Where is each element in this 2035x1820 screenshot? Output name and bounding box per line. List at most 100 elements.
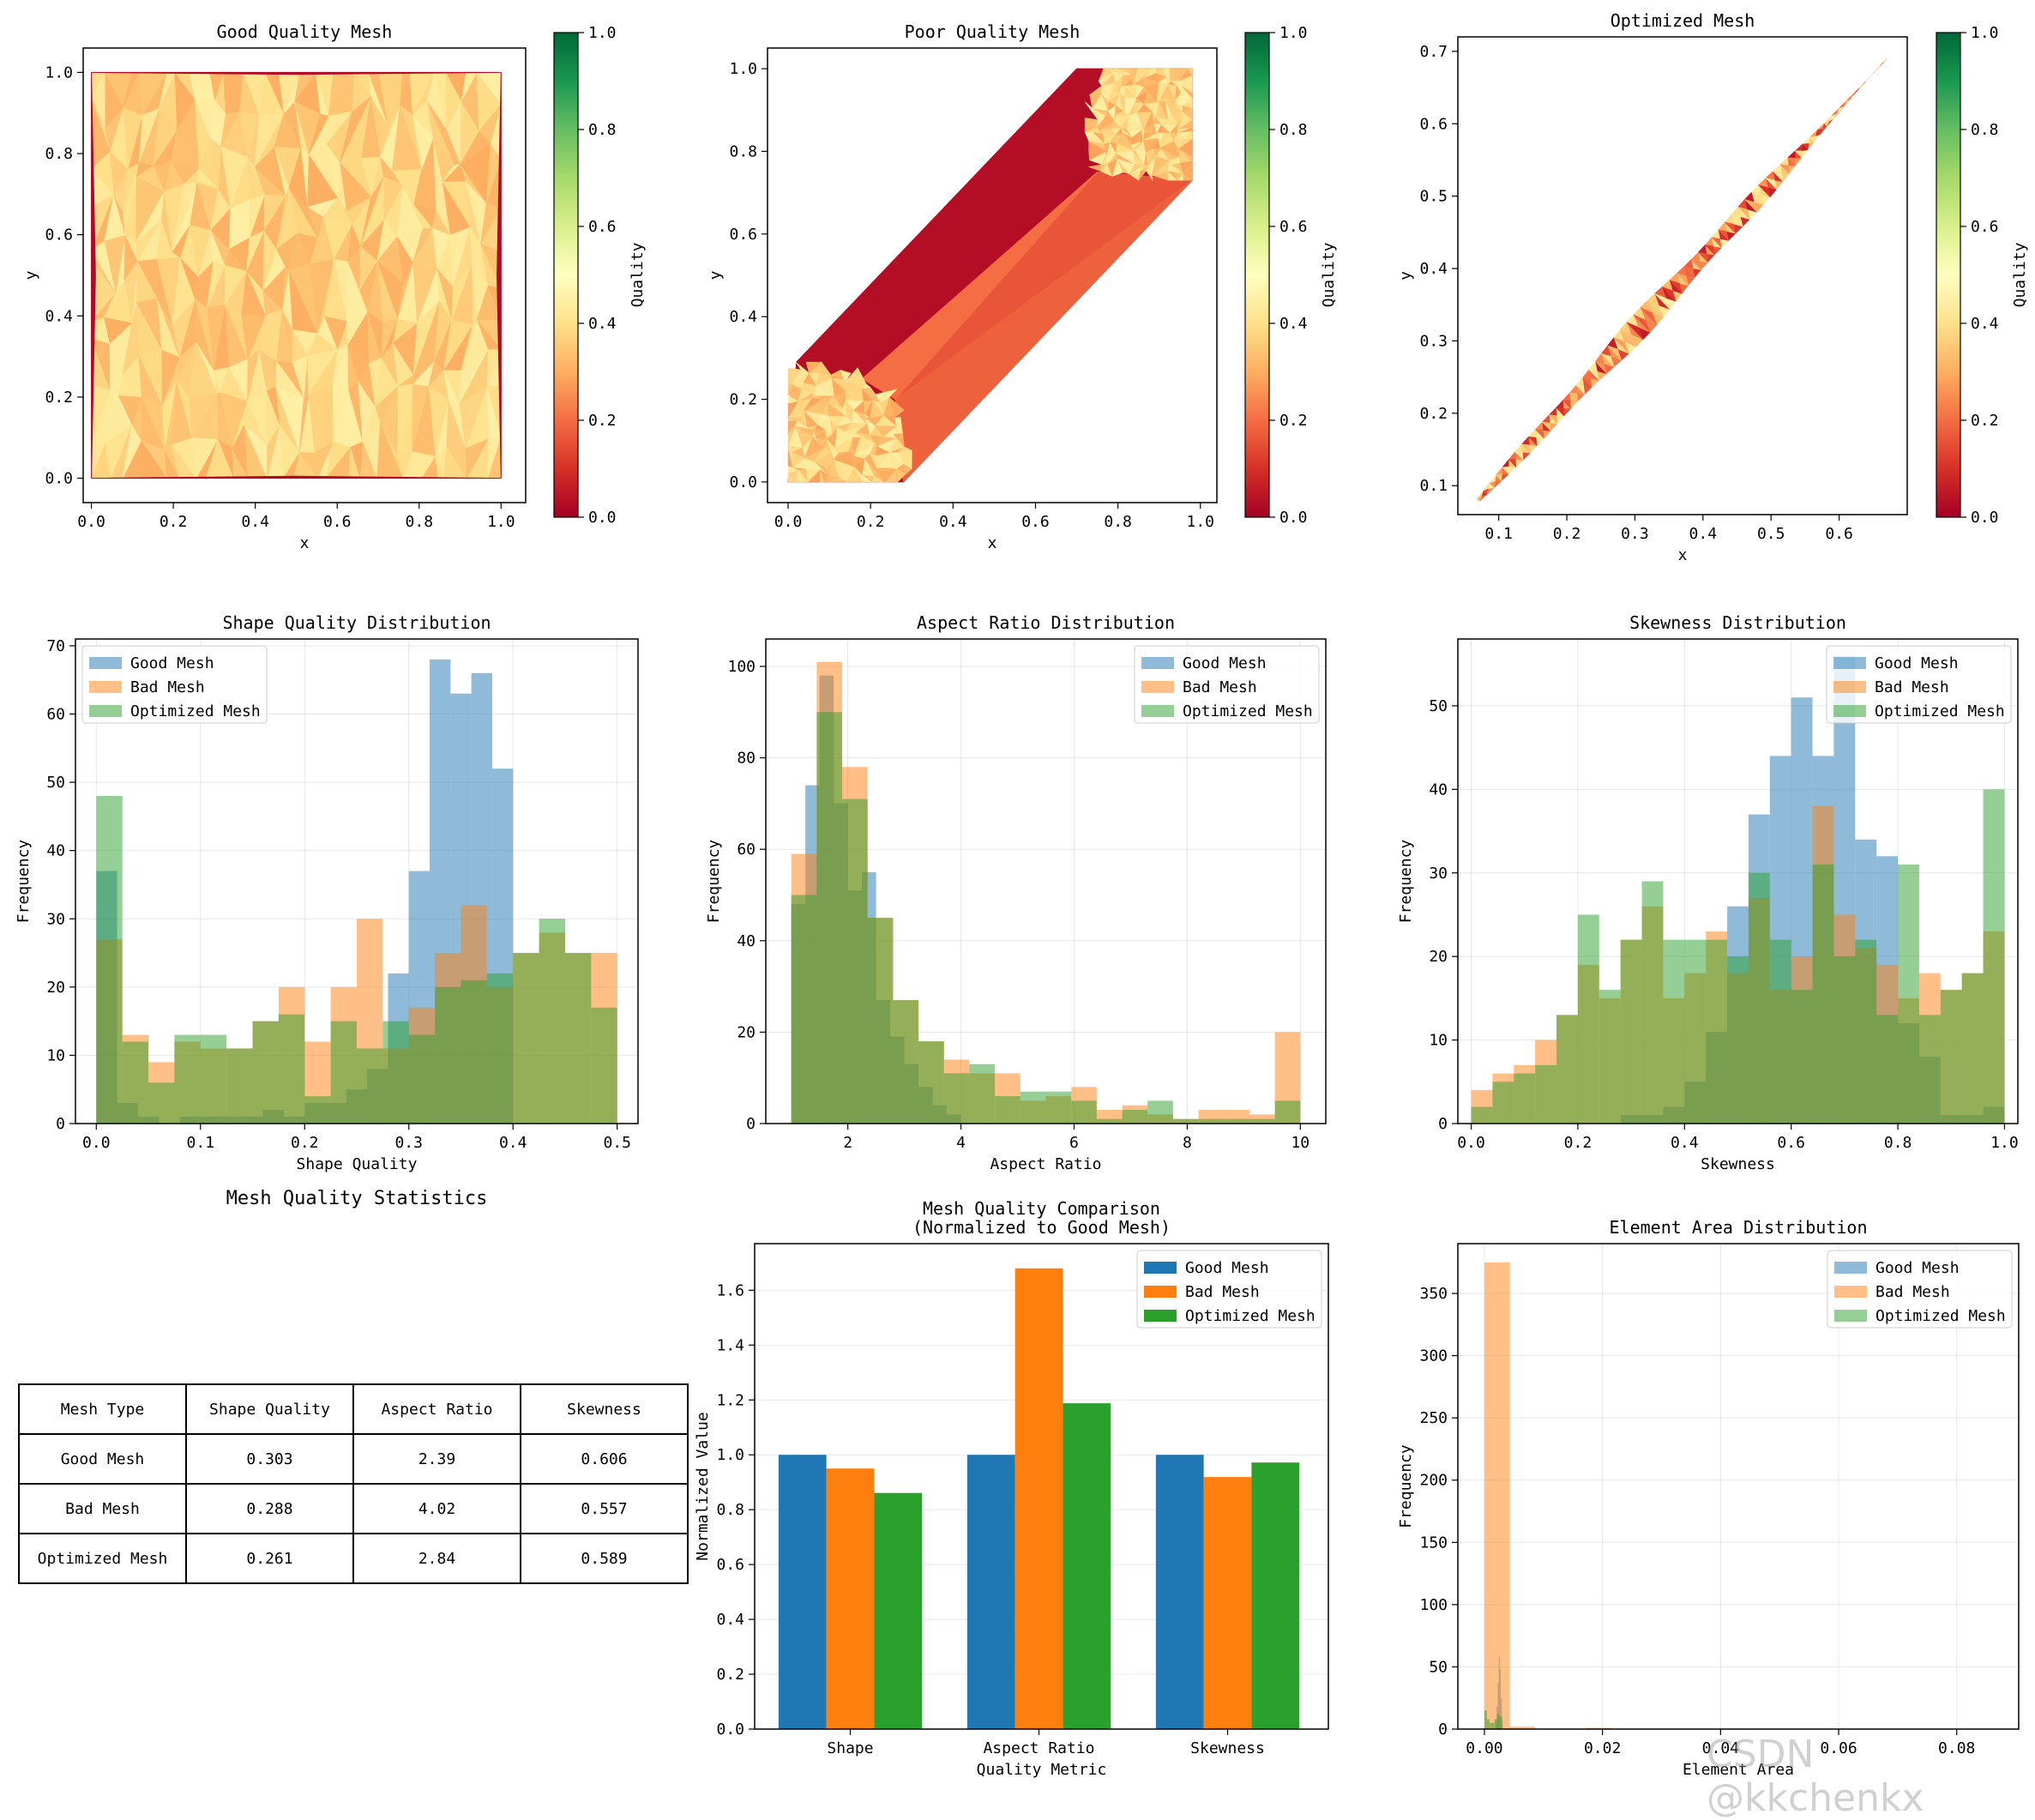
mesh-triangle: [1830, 113, 1837, 119]
x-tick-label: 2: [843, 1134, 852, 1152]
mesh-triangle: [1102, 68, 1107, 77]
mesh-triangle: [1084, 118, 1099, 126]
x-tick-label: 0.0: [82, 1134, 111, 1152]
optimized-mesh-colorbar: 0.0 0.2 0.4 0.6 0.8 1.0 Quality: [1936, 24, 2029, 527]
colorbar-tick-label: 0.4: [588, 315, 617, 333]
y-tick-label: 30: [46, 910, 65, 928]
y-tick-label: 40: [737, 932, 756, 950]
colorbar-tick-label: 1.0: [1279, 24, 1308, 42]
x-tick-label: 0.0: [774, 513, 803, 531]
table-header-cell: Shape Quality: [185, 1383, 354, 1435]
mesh-triangle: [1633, 314, 1651, 333]
mesh-triangle: [1619, 329, 1637, 347]
mesh-triangle: [1838, 105, 1844, 111]
histogram-bar: [1489, 1722, 1492, 1729]
legend-swatch: [1833, 705, 1866, 717]
mesh-triangle: [1802, 143, 1809, 151]
x-tick-label: 0.4: [1689, 525, 1718, 543]
x-tick-label: Aspect Ratio: [983, 1739, 1094, 1757]
mesh-triangle: [1133, 68, 1153, 85]
plot-frame: [1457, 1243, 2020, 1730]
y-tick-label: 100: [1419, 1596, 1448, 1614]
y-tick-label: 70: [46, 637, 65, 655]
x-tick-label: 1.0: [487, 513, 515, 531]
mesh-triangle: [1823, 120, 1830, 127]
y-tick-label: 0.8: [45, 145, 73, 163]
histogram-bar: [943, 1073, 970, 1124]
mesh-triangle: [1493, 480, 1502, 489]
x-axis-label: x: [300, 534, 310, 552]
y-tick-label: 0.1: [1419, 477, 1448, 495]
histogram-bar: [918, 1041, 944, 1124]
mesh-triangle: [1495, 467, 1503, 476]
x-tick-label: 0.8: [406, 513, 434, 531]
legend-swatch: [1144, 1262, 1177, 1274]
histogram-bar: [252, 1021, 279, 1124]
histogram-bar: [1484, 1710, 1487, 1729]
mesh-triangle: [1704, 244, 1715, 256]
chart-title: Aspect Ratio Distribution: [917, 612, 1175, 633]
plot-frame: [767, 47, 1218, 503]
table-cell: 0.589: [520, 1533, 689, 1584]
y-tick-label: 1.6: [716, 1281, 744, 1299]
legend-entry: Optimized Mesh: [1183, 702, 1313, 720]
legend-box: [1134, 645, 1320, 724]
colorbar-tick-label: 0.2: [588, 412, 617, 430]
y-tick-label: 0.4: [1419, 260, 1448, 278]
histogram-bar: [1855, 939, 1877, 1124]
y-tick-label: 0.4: [729, 308, 757, 326]
colorbar-tick-label: 0.6: [1279, 218, 1308, 236]
mesh-triangle: [861, 172, 1098, 401]
histogram-bar: [1514, 1073, 1536, 1124]
histogram-bar: [1983, 789, 2005, 1124]
histogram-bar: [564, 953, 592, 1124]
histogram-bar: [1769, 939, 1791, 1124]
mesh-triangle: [1845, 99, 1850, 105]
table-cell: 2.39: [352, 1433, 521, 1485]
mesh-triangle: [819, 361, 832, 376]
legend-swatch: [1833, 657, 1866, 669]
histogram-bar: [842, 799, 868, 1124]
histogram-bar: [304, 1096, 331, 1124]
histogram-bar: [1748, 872, 1770, 1124]
histogram-bar: [122, 1041, 149, 1124]
mesh-triangle: [1556, 415, 1565, 425]
x-tick-label: 0.02: [1584, 1739, 1621, 1757]
histogram-bar: [969, 1064, 996, 1124]
colorbar: [553, 32, 579, 518]
y-tick-label: 60: [46, 706, 65, 724]
x-tick-label: 10: [1291, 1134, 1310, 1152]
colorbar-tick-label: 0.8: [1971, 121, 1999, 139]
histogram-bar: [1791, 990, 1813, 1124]
y-axis-label: y: [1397, 271, 1415, 280]
table-row: Bad Mesh 0.288 4.02 0.557: [18, 1483, 689, 1534]
y-tick-label: 20: [46, 979, 65, 997]
y-tick-label: 150: [1419, 1534, 1448, 1552]
mesh-triangle: [1802, 136, 1810, 145]
histogram-bar: [1663, 939, 1685, 1124]
series-optimized-mesh: [1471, 789, 2005, 1124]
mesh-triangle: [1772, 171, 1784, 183]
legend-swatch: [1834, 1286, 1867, 1298]
legend-entry: Optimized Mesh: [1875, 1307, 2006, 1325]
x-tick-label: 0.08: [1938, 1739, 1975, 1757]
mesh-triangle: [844, 367, 867, 385]
y-tick-label: 40: [46, 842, 65, 860]
x-tick-label: 1.0: [1187, 513, 1215, 531]
y-tick-label: 300: [1419, 1347, 1448, 1365]
legend-swatch: [89, 705, 122, 717]
mesh-triangle: [1683, 266, 1695, 279]
chart-title: Element Area Distribution: [1609, 1217, 1867, 1238]
y-axis-label: y: [707, 270, 725, 280]
y-tick-label: 50: [1429, 697, 1448, 715]
comparison-bar: [966, 1455, 1015, 1729]
mesh-triangle: [1676, 273, 1689, 286]
y-tick-label: 0.6: [716, 1556, 744, 1574]
x-tick-label: 0.2: [1553, 525, 1581, 543]
good-mesh-axes: 0.0 0.2 0.4 0.6 0.8 1.0 0.0 0.2 0.4 0.6 0.8 1.0 Good…: [22, 21, 527, 552]
mesh-triangle: [1600, 353, 1615, 368]
y-tick-label: 1.2: [716, 1391, 744, 1409]
table-cell: 0.606: [520, 1433, 689, 1485]
histogram-bar: [1598, 990, 1621, 1124]
watermark: CSDN @kkchenkx: [1707, 1733, 1924, 1820]
